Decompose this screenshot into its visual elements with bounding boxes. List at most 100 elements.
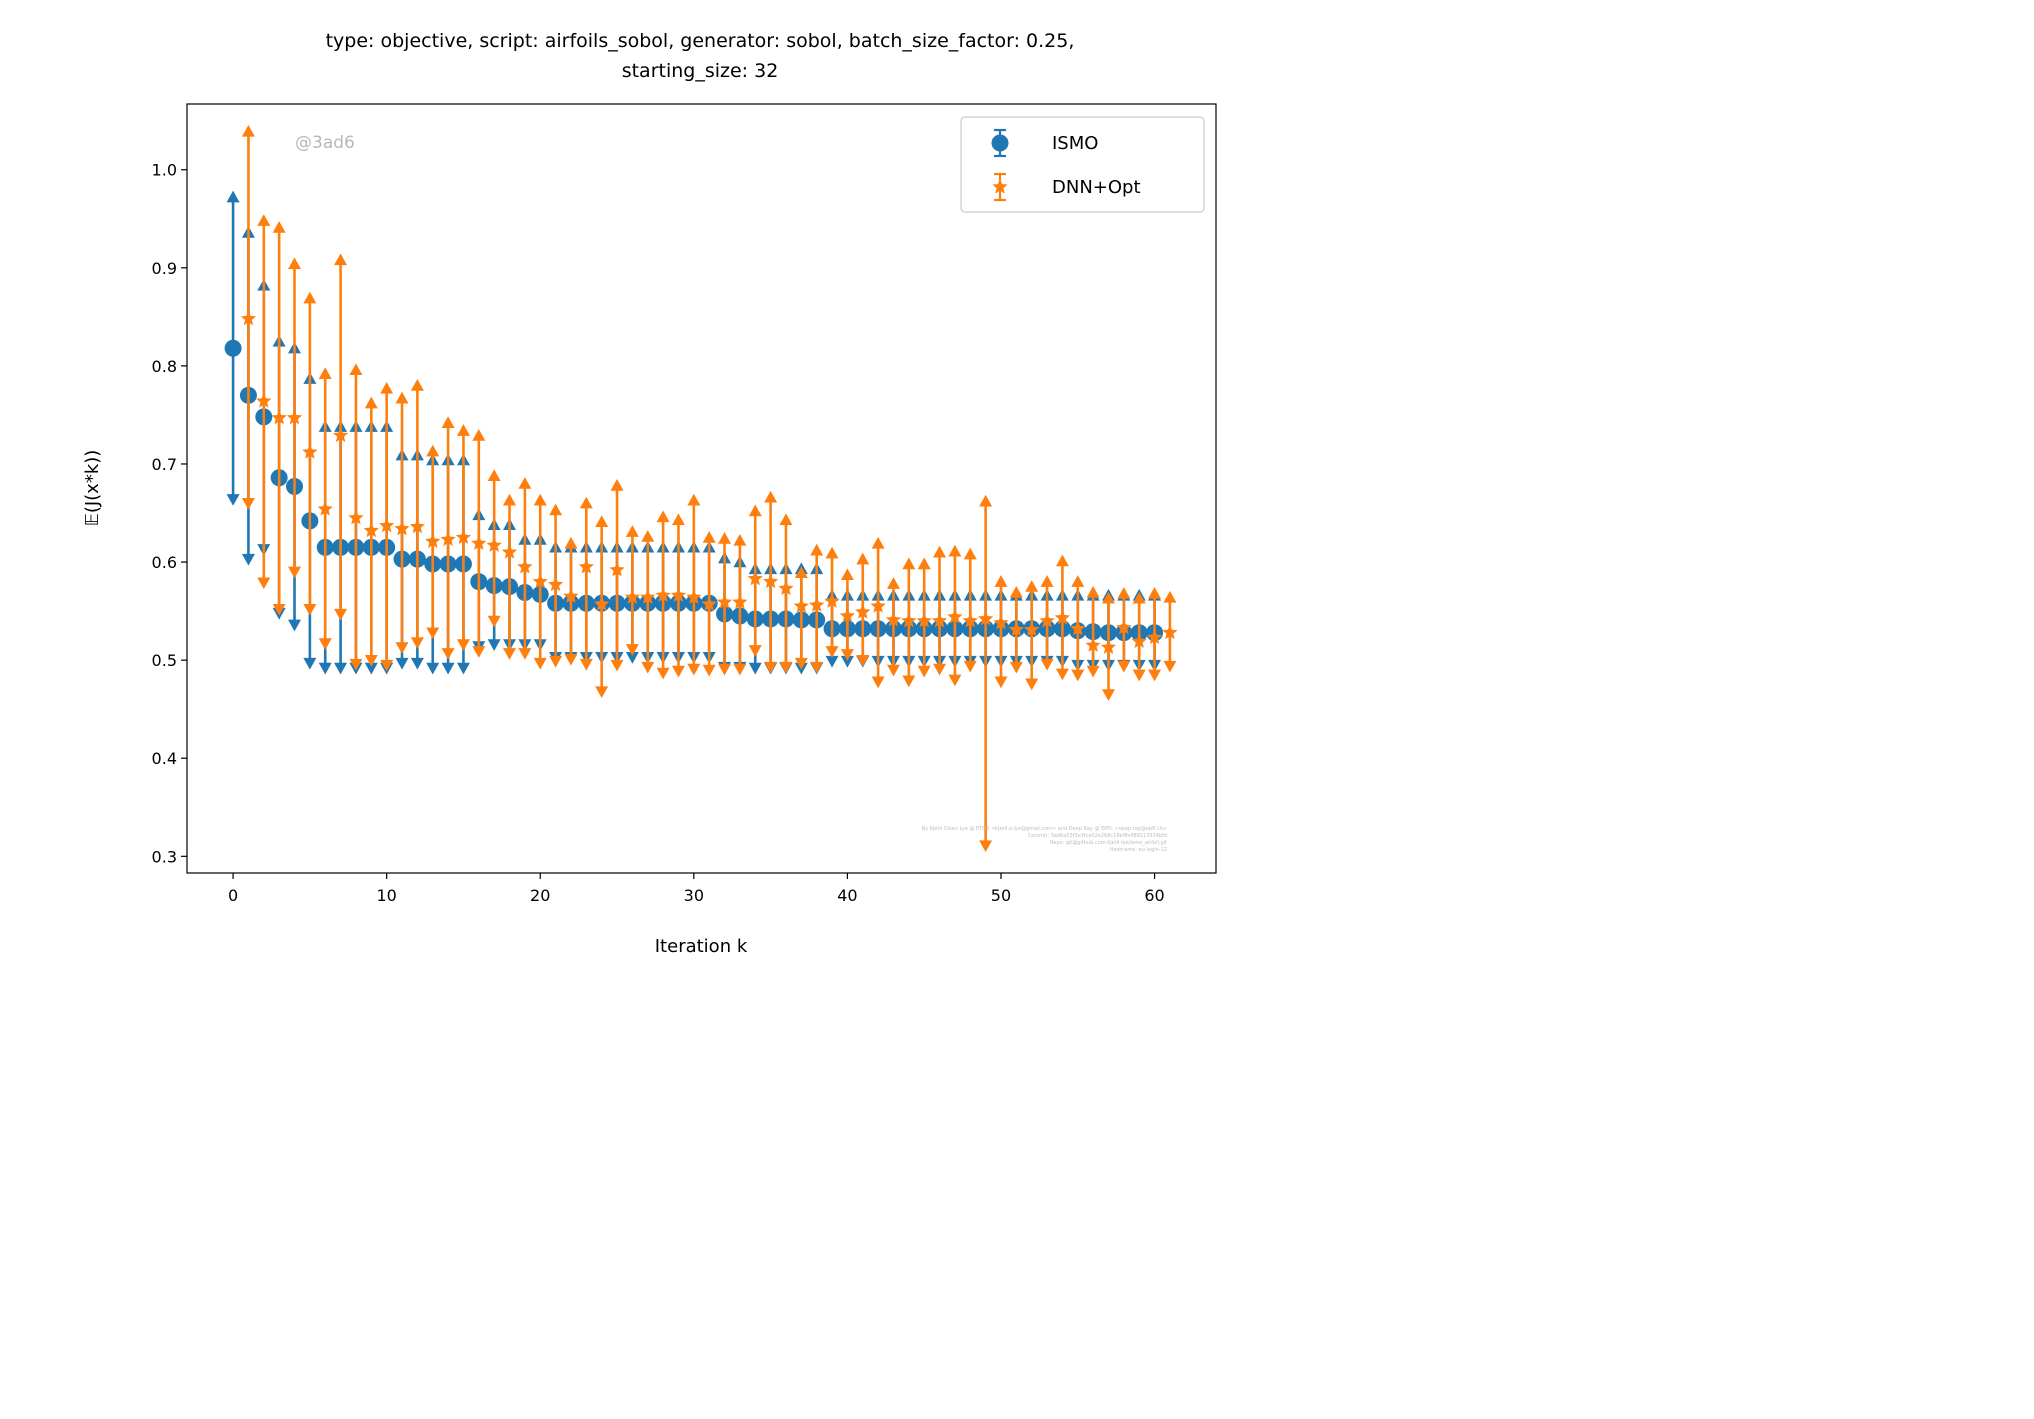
error-cap-lower	[963, 660, 977, 673]
error-cap-lower	[288, 566, 302, 579]
error-cap-lower	[1086, 665, 1100, 678]
error-cap-upper	[779, 513, 793, 526]
error-cap-upper	[718, 532, 732, 544]
error-cap-lower	[1117, 660, 1131, 673]
chart-title-line-2: starting_size: 32	[622, 60, 779, 82]
error-cap-upper	[241, 124, 255, 137]
y-axis-ticks: 0.3 0.4 0.5 0.6 0.7 0.8 0.9 1.0	[152, 161, 187, 866]
error-cap-lower	[318, 638, 332, 650]
y-axis-label: 𝔼(J(x*k))	[82, 450, 103, 527]
data-point	[747, 570, 763, 586]
y-tick-label: 0.7	[152, 455, 177, 474]
error-cap-upper	[656, 510, 670, 523]
error-cap-lower	[825, 655, 839, 668]
error-cap-lower	[410, 657, 424, 670]
data-point	[916, 612, 932, 628]
data-point	[993, 614, 1009, 630]
error-cap-lower	[1101, 689, 1115, 701]
x-tick-label: 40	[837, 886, 857, 905]
series-dnn-opt	[240, 124, 1178, 853]
series-layer	[224, 124, 1178, 853]
data-point	[793, 598, 809, 613]
error-cap-upper	[902, 557, 916, 570]
y-tick-label: 0.4	[152, 749, 177, 768]
error-cap-upper	[564, 536, 578, 549]
data-point	[609, 561, 625, 577]
error-cap-upper	[764, 490, 778, 503]
x-tick-label: 10	[376, 886, 396, 905]
error-cap-lower	[380, 659, 394, 672]
error-cap-lower	[226, 494, 240, 506]
error-cap-lower	[441, 648, 455, 660]
y-tick-label: 0.5	[152, 651, 177, 670]
error-cap-lower	[456, 639, 470, 651]
data-point	[1131, 633, 1147, 648]
error-cap-lower	[748, 645, 762, 657]
error-cap-upper	[1117, 586, 1131, 599]
x-axis-ticks: 0 10 20 30 40 50 60	[228, 873, 1165, 905]
data-point	[563, 588, 579, 603]
error-cap-lower	[533, 657, 547, 670]
error-cap-upper	[1148, 586, 1162, 599]
error-cap-lower	[241, 498, 255, 510]
data-point	[486, 537, 502, 552]
error-cap-lower	[1148, 669, 1162, 682]
data-point	[978, 610, 994, 626]
error-cap-lower	[487, 615, 501, 628]
legend-box	[960, 116, 1205, 213]
data-point	[870, 598, 886, 613]
data-point	[302, 444, 318, 459]
data-point	[716, 594, 733, 609]
error-cap-upper	[641, 530, 655, 542]
error-cap-lower	[349, 658, 363, 671]
error-cap-lower	[518, 648, 532, 660]
error-cap-upper	[1163, 590, 1177, 603]
watermark-text: @3ad6	[295, 133, 355, 153]
axes-frame	[186, 103, 1217, 874]
data-point	[701, 596, 717, 611]
error-cap-lower	[334, 608, 348, 621]
error-cap-upper	[963, 547, 977, 560]
data-point	[670, 587, 687, 602]
error-cap-lower	[718, 663, 732, 676]
error-cap-upper	[1055, 554, 1069, 567]
error-cap-upper	[364, 396, 378, 409]
error-cap-lower	[748, 662, 762, 675]
error-cap-upper	[595, 515, 609, 528]
error-cap-upper	[318, 367, 332, 379]
y-tick-label: 0.9	[152, 259, 177, 278]
error-cap-lower	[1132, 669, 1146, 682]
error-cap-upper	[1101, 591, 1115, 604]
y-tick-label: 0.3	[152, 847, 177, 866]
data-point	[824, 593, 840, 608]
error-cap-lower	[948, 674, 962, 687]
error-cap-upper	[917, 557, 931, 570]
data-point	[901, 612, 917, 628]
legend-marker-ismo	[991, 128, 1009, 158]
error-cap-lower	[288, 619, 302, 632]
credit-line: Hostname: eu-login-12	[1110, 847, 1167, 853]
data-point	[594, 596, 610, 611]
error-cap-lower	[886, 664, 900, 677]
error-cap-lower	[1163, 660, 1177, 673]
error-cap-upper	[671, 513, 685, 526]
credits-block: By Kjetil Olsen Lye @ ETHZ <kjetil.o.lye…	[922, 826, 1167, 853]
error-cap-upper	[702, 531, 716, 543]
error-cap-upper	[994, 575, 1008, 587]
error-cap-upper	[272, 221, 286, 233]
error-cap-upper	[840, 568, 854, 581]
y-tick-label: 1.0	[152, 161, 177, 180]
data-point	[1116, 619, 1132, 635]
data-point	[885, 611, 902, 627]
data-point	[962, 612, 978, 628]
error-cap-lower	[764, 661, 778, 674]
x-tick-label: 20	[530, 886, 550, 905]
x-tick-label: 50	[991, 886, 1011, 905]
error-cap-upper	[1086, 585, 1100, 598]
data-point	[517, 558, 533, 574]
error-cap-upper	[856, 552, 870, 565]
error-cap-lower	[702, 664, 716, 677]
error-cap-lower	[456, 662, 470, 675]
error-cap-lower	[564, 653, 578, 666]
data-point	[1100, 639, 1117, 654]
